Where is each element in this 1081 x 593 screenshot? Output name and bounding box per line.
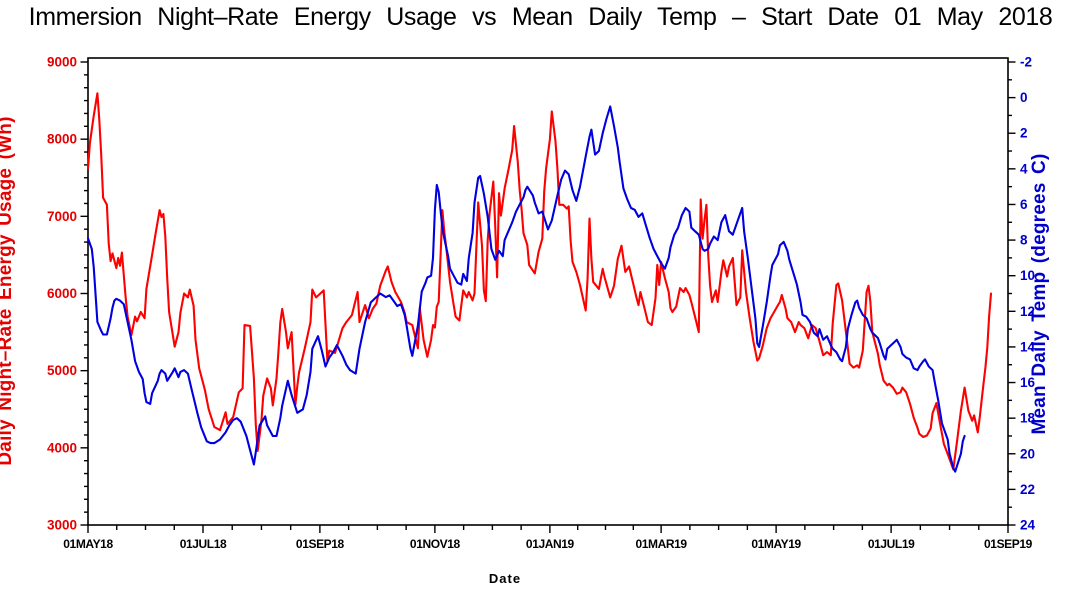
right-axis-tick-label: 2 — [1020, 126, 1028, 141]
right-axis-tick-label: 18 — [1020, 411, 1036, 426]
left-axis-tick-label: 3000 — [47, 518, 77, 533]
right-axis-tick-label: 22 — [1020, 482, 1035, 497]
x-axis-tick-label: 01SEP19 — [984, 537, 1033, 551]
plot-frame — [87, 57, 1009, 526]
x-axis-tick-label: 01JUL19 — [868, 537, 915, 551]
x-axis-tick-label: 01JAN19 — [526, 537, 575, 551]
right-axis-tick-label: 20 — [1020, 446, 1035, 461]
right-axis-tick-label: 8 — [1020, 233, 1028, 248]
x-axis-tick-label: 01MAY18 — [63, 537, 113, 551]
right-axis-tick-label: 10 — [1020, 268, 1035, 283]
left-axis-tick-label: 7000 — [47, 209, 77, 224]
x-axis-title: Date — [488, 571, 522, 586]
right-axis-tick-label: 0 — [1020, 90, 1028, 105]
right-axis-tick-label: 6 — [1020, 197, 1028, 212]
left-axis-tick-label: 4000 — [47, 440, 77, 455]
left-axis-tick-label: 8000 — [47, 132, 77, 147]
right-axis-tick-label: 14 — [1020, 339, 1036, 354]
right-axis-tick-label: -2 — [1020, 55, 1032, 70]
left-axis-tick-label: 9000 — [47, 55, 77, 70]
right-axis-tick-label: 12 — [1020, 304, 1035, 319]
x-axis-tick-label: 01SEP18 — [296, 537, 345, 551]
left-axis-tick-label: 5000 — [47, 363, 77, 378]
x-axis-tick-label: 01JUL18 — [180, 537, 227, 551]
energy-usage-line — [86, 92, 993, 471]
temperature-line — [86, 105, 966, 473]
right-axis-tick-label: 4 — [1020, 161, 1028, 176]
left-axis-tick-label: 6000 — [47, 286, 77, 301]
chart-title: Immersion Night–Rate Energy Usage vs Mea… — [28, 3, 1053, 31]
x-axis-tick-label: 01MAY19 — [751, 537, 801, 551]
right-axis-tick-label: 24 — [1020, 518, 1036, 533]
x-axis-tick-label: 01MAR19 — [635, 537, 687, 551]
x-axis-tick-label: 01NOV18 — [410, 537, 461, 551]
right-axis-tick-label: 16 — [1020, 375, 1036, 390]
